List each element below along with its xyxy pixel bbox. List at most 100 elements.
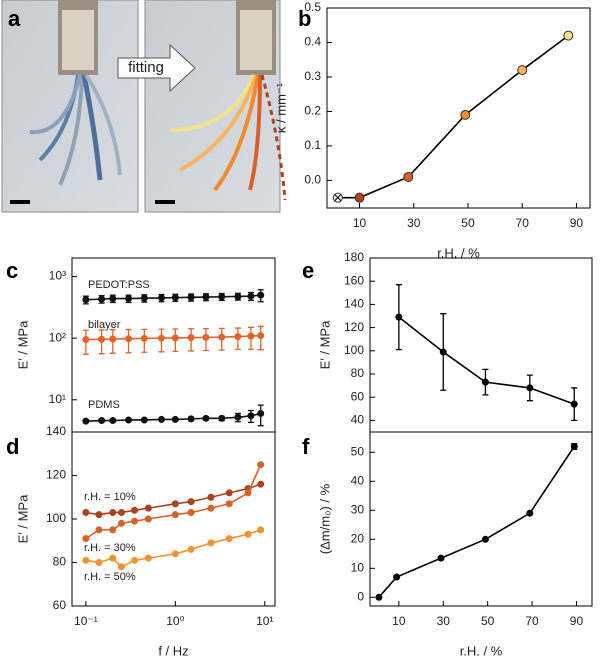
data-point [187,334,195,342]
arrow-label: fitting [128,59,164,76]
y-tick-label: 20 [351,531,365,545]
y-tick-label: 160 [344,273,364,287]
data-point [82,417,90,425]
data-point [218,293,226,301]
data-point [171,550,179,558]
data-point [570,400,578,408]
data-point [481,535,489,543]
data-point [393,573,401,581]
data-point [187,293,195,301]
x-axis-label: r.H. / % [460,643,503,658]
plot-frame [369,431,593,607]
y-tick-label: 140 [344,297,364,311]
data-point [225,535,233,543]
y-tick-label: 120 [46,468,66,482]
data-point [207,493,215,501]
y-tick-label: 0.1 [304,138,321,152]
data-point [437,554,445,562]
data-point [354,192,365,203]
y-axis-label: E′ / MPa [15,494,30,543]
x-tick-label: 70 [516,216,530,230]
x-tick-label: 30 [437,614,451,628]
data-point [202,414,210,422]
data-point [144,504,152,512]
data-point [187,545,195,553]
data-point [570,443,578,450]
data-point [257,480,265,488]
x-axis-label: r.H. / % [437,245,480,260]
data-point [109,295,117,303]
data-point [218,333,226,341]
data-point [140,416,148,424]
data-point [125,416,133,424]
series-label: PEDOT:PSS [88,279,150,291]
plot-frame [326,7,591,209]
photo-left [1,0,139,213]
data-point [257,461,265,469]
y-tick-label: 50 [351,444,365,458]
panel-label: c [6,258,18,283]
data-point [244,530,252,538]
data-point [144,554,152,562]
data-point [157,294,165,302]
y-tick-label: 10 [351,560,365,574]
data-point [257,409,265,417]
series-label: r.H. = 50% [84,571,136,583]
y-tick-label: 30 [351,502,365,516]
series-line [337,34,569,199]
data-point [187,508,195,516]
data-point [234,413,242,421]
y-tick-label: 0.3 [304,69,321,83]
y-tick-label: 60 [351,389,365,403]
y-tick-label: 140 [46,424,66,438]
data-point [144,515,152,523]
series-line [378,446,575,598]
y-tick-label: 0 [357,589,364,603]
y-axis-label: E′ / MPa [317,320,332,369]
data-point [207,539,215,547]
data-point [202,333,210,341]
x-tick-label: 70 [525,614,539,628]
plot-frame [369,257,593,433]
data-point [109,417,117,425]
data-point [247,412,255,420]
data-point [95,526,103,534]
y-tick-label: 0.4 [304,35,321,49]
y-tick-label: 180 [344,250,364,264]
data-point [481,378,489,386]
data-point [157,415,165,423]
y-tick-label: 10³ [49,269,66,283]
data-point [225,500,233,508]
x-tick-label: 30 [407,216,421,230]
data-point [82,556,90,564]
data-point [247,332,255,340]
y-tick-label: 0.0 [304,173,321,187]
data-point [117,519,125,527]
data-point [171,511,179,519]
data-point [109,508,117,516]
x-tick-label: 10 [353,216,367,230]
data-point [403,171,414,182]
data-point [98,335,106,343]
data-point [439,348,447,356]
data-point [187,498,195,506]
x-tick-label: 10¹ [256,614,273,628]
data-point [98,295,106,303]
data-point [171,415,179,423]
y-tick-label: 40 [351,473,365,487]
y-tick-label: 40 [351,413,365,427]
x-tick-label: 90 [570,216,584,230]
y-tick-label: 10² [49,330,66,344]
panel-label: e [302,258,314,283]
data-point [157,334,165,342]
y-tick-label: 0.2 [304,104,321,118]
data-point [234,333,242,341]
y-tick-label: 80 [351,366,365,380]
data-point [109,526,117,534]
data-point [257,332,265,340]
y-tick-label: 80 [53,555,67,569]
series-label: r.H. = 10% [84,491,136,503]
data-point [140,334,148,342]
series-label: bilayer [88,319,121,331]
